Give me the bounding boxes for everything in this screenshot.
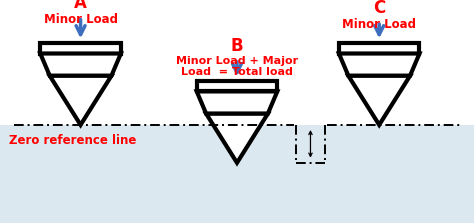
Text: A: A — [74, 0, 87, 12]
Text: Minor Load: Minor Load — [342, 18, 416, 31]
Polygon shape — [339, 54, 419, 76]
Text: C: C — [373, 0, 385, 17]
Polygon shape — [40, 43, 121, 54]
Polygon shape — [197, 81, 277, 91]
Text: Zero reference line: Zero reference line — [9, 134, 137, 147]
Text: Minor Load + Major
Load  = Total load: Minor Load + Major Load = Total load — [176, 56, 298, 77]
Polygon shape — [339, 43, 419, 54]
Polygon shape — [206, 114, 268, 163]
Bar — [0, 125, 474, 223]
Text: Minor Load: Minor Load — [44, 13, 118, 26]
Polygon shape — [197, 91, 277, 114]
Polygon shape — [40, 54, 121, 76]
Polygon shape — [50, 76, 111, 125]
Polygon shape — [348, 76, 410, 125]
Text: B: B — [231, 37, 243, 55]
